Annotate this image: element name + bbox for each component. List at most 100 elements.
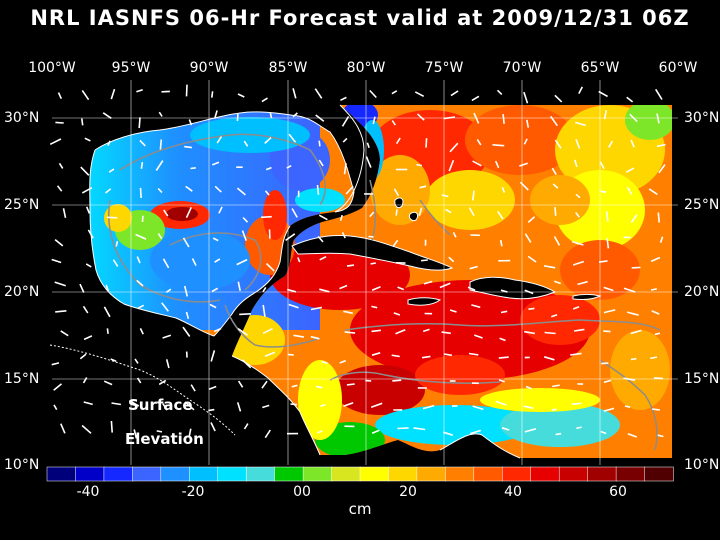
current-arrow (371, 286, 381, 292)
current-arrow (543, 265, 556, 269)
map-title: NRL IASNFS 06-Hr Forecast valid at 2009/… (30, 6, 690, 30)
current-arrow (603, 407, 615, 412)
current-arrow (573, 328, 585, 332)
current-arrow (366, 142, 370, 148)
current-arrow (443, 431, 454, 436)
current-arrow (630, 214, 638, 224)
current-arrow (157, 233, 163, 240)
current-arrow (471, 304, 481, 309)
current-arrow (105, 188, 112, 194)
current-arrow (527, 216, 536, 223)
current-arrow (135, 233, 147, 240)
current-arrow (62, 208, 67, 218)
current-arrow (184, 401, 195, 411)
current-arrow (81, 186, 93, 194)
current-arrow (371, 429, 380, 434)
current-arrow (656, 113, 660, 124)
current-arrow (157, 187, 163, 194)
current-arrow (83, 335, 93, 341)
current-arrow (603, 379, 612, 384)
current-arrow (57, 92, 63, 100)
current-arrow (185, 311, 190, 320)
current-arrow (421, 259, 428, 262)
current-arrow (421, 355, 431, 359)
current-arrow (524, 233, 532, 243)
colorbar-label: -40 (76, 484, 100, 500)
current-arrow (448, 160, 455, 172)
current-arrow (528, 307, 535, 310)
current-arrow (286, 288, 297, 293)
current-arrow (138, 117, 141, 129)
current-arrow (262, 327, 273, 335)
current-arrow (578, 86, 584, 94)
current-arrow (603, 286, 614, 292)
current-arrow (54, 238, 64, 247)
current-arrow (81, 118, 84, 126)
current-arrow (81, 424, 92, 434)
current-arrow (497, 210, 504, 220)
current-arrow (264, 137, 272, 144)
colorbar-swatch (615, 466, 646, 482)
lat-label: 10°N (684, 457, 720, 473)
current-arrow (56, 185, 63, 192)
colorbar-swatch (473, 466, 504, 482)
current-arrow (107, 140, 111, 146)
current-arrow (209, 303, 217, 309)
current-arrow (185, 84, 188, 97)
current-arrow (598, 260, 608, 263)
current-arrow (502, 114, 505, 124)
lon-label: 60°W (658, 60, 698, 76)
current-arrow (626, 186, 633, 195)
current-arrow (237, 281, 241, 291)
current-arrow (53, 383, 63, 391)
current-arrow (210, 350, 216, 362)
current-arrow (58, 162, 64, 169)
current-arrow (182, 237, 190, 248)
current-arrow (494, 160, 500, 169)
current-arrow (264, 351, 276, 358)
current-arrow (262, 286, 267, 293)
colorbar-label: 20 (399, 484, 417, 500)
lat-label: 25°N (684, 197, 720, 213)
current-arrow (393, 188, 400, 197)
current-arrow (501, 427, 510, 431)
current-arrow (499, 239, 503, 247)
current-arrow (443, 116, 456, 120)
current-arrow (551, 314, 558, 318)
current-arrow (492, 144, 505, 147)
current-arrow (652, 408, 660, 411)
colorbar-swatch (558, 466, 589, 482)
current-arrow (288, 133, 297, 143)
current-arrow (190, 384, 196, 392)
current-arrow (108, 168, 115, 173)
current-arrow (214, 258, 221, 263)
current-arrow (392, 239, 399, 248)
current-arrow (158, 379, 167, 386)
current-arrow (102, 112, 112, 119)
current-arrow (49, 138, 62, 146)
current-arrow (60, 423, 66, 434)
current-arrow (236, 402, 242, 412)
current-arrow (365, 156, 372, 168)
colorbar-swatch (103, 466, 134, 482)
current-arrow (469, 265, 478, 270)
current-arrow (657, 212, 660, 223)
current-arrow (599, 161, 605, 170)
lon-label: 80°W (346, 60, 386, 76)
current-arrow (319, 288, 330, 293)
current-arrow (136, 256, 141, 264)
current-arrow (598, 90, 608, 98)
current-arrow (128, 399, 140, 407)
current-arrow (371, 305, 378, 309)
current-arrow (81, 90, 90, 101)
current-arrow (87, 229, 94, 239)
current-arrow (524, 330, 535, 335)
current-arrow (165, 359, 170, 369)
current-arrow (659, 236, 664, 243)
current-arrow (163, 209, 169, 217)
current-arrow (654, 332, 661, 336)
colorbar-swatch (530, 466, 560, 482)
current-arrow (236, 113, 239, 122)
current-arrow (630, 139, 635, 148)
